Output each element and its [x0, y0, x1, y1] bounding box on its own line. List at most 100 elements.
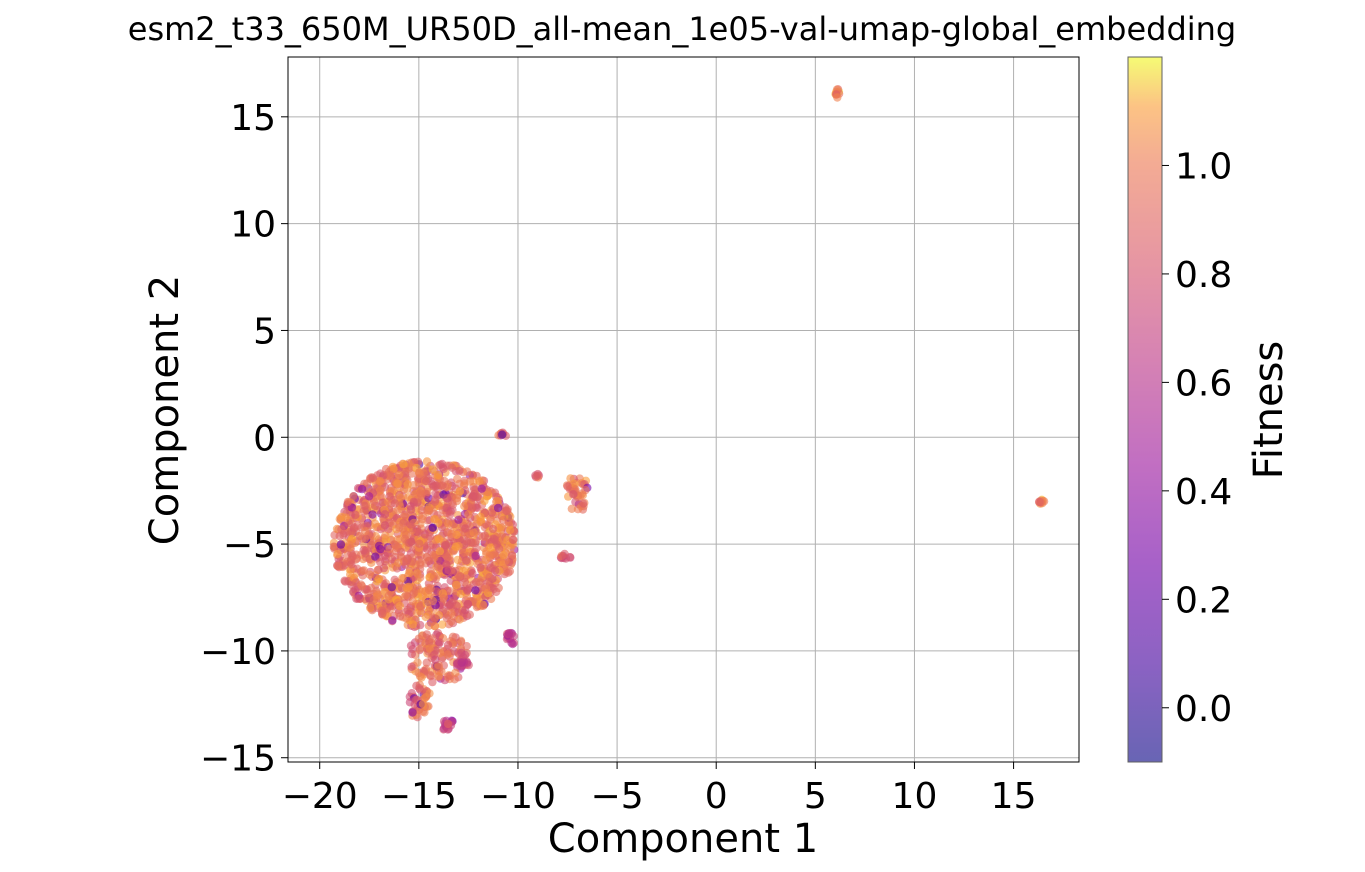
scatter-point	[563, 482, 572, 491]
scatter-point	[496, 558, 505, 567]
scatter-point	[416, 644, 425, 653]
scatter-point	[469, 528, 478, 537]
scatter-point	[422, 552, 431, 562]
y-axis-label: Component 2	[142, 275, 188, 545]
colorbar-tick-label: 0.2	[1175, 580, 1232, 621]
x-tick-label: 10	[892, 776, 938, 817]
scatter-point	[451, 668, 460, 678]
scatter-point	[415, 672, 425, 681]
scatter-point	[400, 510, 409, 520]
scatter-point	[461, 524, 470, 533]
scatter-point	[497, 430, 507, 439]
x-tick-label: 0	[705, 776, 728, 817]
scatter-point	[398, 573, 407, 583]
scatter-point	[457, 658, 466, 667]
scatter-point	[367, 540, 376, 550]
scatter-point	[471, 551, 480, 560]
x-tick-label: 15	[991, 776, 1037, 817]
scatter-point	[452, 493, 461, 503]
scatter-point	[456, 572, 465, 581]
scatter-point	[477, 484, 486, 493]
scatter-point	[362, 479, 372, 488]
scatter-point	[504, 629, 514, 638]
scatter-point	[395, 612, 405, 621]
colorbar-tick-label: 0.6	[1175, 363, 1232, 404]
scatter-point	[407, 662, 416, 671]
scatter-point	[413, 457, 423, 466]
scatter-point	[463, 586, 472, 595]
scatter-point	[567, 504, 576, 513]
x-tick-label: −20	[282, 776, 358, 817]
y-tick-label: −15	[200, 739, 276, 780]
y-tick-label: 10	[230, 205, 276, 246]
scatter-point	[471, 586, 480, 595]
scatter-point	[381, 557, 390, 566]
y-tick-label: 0	[253, 418, 276, 459]
scatter-point	[485, 573, 494, 582]
colorbar-ticks: 0.0 0.2 0.4 0.6 0.8 1.0	[1162, 146, 1232, 730]
plot-area-frame	[287, 56, 1080, 763]
scatter-point	[393, 506, 403, 515]
scatter-point	[443, 672, 452, 681]
scatter-point	[435, 547, 445, 556]
scatter-point	[475, 476, 484, 486]
chart-title: esm2_t33_650M_UR50D_all-mean_1e05-val-um…	[128, 10, 1236, 48]
scatter-point	[443, 494, 452, 503]
scatter-point	[396, 552, 405, 561]
scatter-point	[416, 489, 425, 498]
scatter-point	[343, 497, 353, 507]
scatter-point	[364, 492, 374, 501]
scatter-point	[356, 580, 366, 589]
scatter-point	[368, 510, 377, 519]
scatter-point	[393, 479, 402, 488]
scatter-point	[451, 566, 460, 576]
scatter-point	[366, 603, 375, 613]
scatter-point	[439, 594, 448, 603]
colorbar-tick-label: 0.0	[1175, 689, 1232, 730]
scatter-point	[476, 563, 485, 572]
scatter-point	[442, 503, 451, 513]
scatter-point	[434, 671, 443, 681]
x-tick-label: −5	[591, 776, 644, 817]
scatter-point	[450, 675, 459, 684]
scatter-point	[466, 499, 476, 508]
scatter-points	[329, 85, 1049, 734]
scatter-point	[434, 534, 444, 544]
scatter-point	[425, 644, 434, 653]
scatter-point	[368, 473, 378, 483]
scatter-point	[430, 514, 440, 524]
scatter-point	[415, 539, 424, 548]
scatter-point	[443, 650, 452, 659]
scatter-point	[416, 602, 425, 611]
grid-lines	[288, 57, 1079, 762]
scatter-point	[399, 460, 408, 469]
scatter-point	[442, 560, 451, 569]
scatter-point	[371, 571, 380, 580]
x-axis-label: Component 1	[548, 816, 818, 862]
scatter-point	[336, 540, 346, 549]
scatter-point	[333, 561, 342, 571]
scatter-point	[578, 499, 588, 508]
scatter-point	[581, 485, 590, 495]
scatter-point	[480, 531, 489, 540]
scatter-point	[401, 591, 411, 600]
scatter-point	[408, 708, 417, 717]
colorbar-gradient	[1127, 56, 1163, 763]
scatter-point	[569, 490, 578, 499]
scatter-point	[434, 470, 443, 480]
colorbar-label: Fitness	[1246, 341, 1292, 480]
scatter-point	[358, 566, 367, 575]
scatter-point	[833, 93, 842, 102]
x-tick-label: 5	[804, 776, 827, 817]
scatter-point	[504, 568, 513, 577]
scatter-point	[445, 600, 455, 609]
scatter-point	[508, 535, 518, 544]
scatter-point	[455, 487, 464, 496]
scatter-point	[497, 523, 506, 532]
scatter-point	[385, 492, 394, 501]
scatter-point	[448, 632, 458, 641]
scatter-point	[390, 499, 400, 508]
scatter-point	[505, 525, 515, 535]
scatter-point	[377, 492, 386, 501]
scatter-point	[387, 583, 396, 592]
